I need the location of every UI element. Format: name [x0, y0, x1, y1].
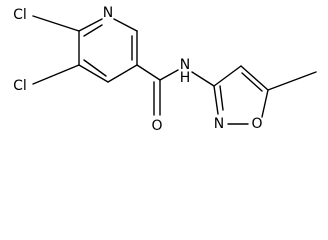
bond: [240, 65, 269, 91]
bond: [213, 85, 219, 115]
bond: [78, 18, 103, 32]
atom-label: O: [151, 118, 162, 134]
atom-label: N: [214, 116, 224, 132]
bond: [136, 64, 161, 81]
atom-label: Cl: [13, 78, 27, 94]
bond: [241, 72, 263, 92]
atom-label: N: [180, 57, 190, 73]
bonds: [32, 15, 317, 125]
atom-label: H: [180, 70, 191, 86]
atom-label: O: [251, 116, 262, 132]
bond: [213, 65, 242, 87]
bond: [113, 18, 138, 32]
bond: [32, 15, 80, 32]
bond: [219, 85, 224, 111]
atom-label: Cl: [13, 7, 27, 23]
atom-label: N: [103, 5, 113, 21]
bond: [83, 24, 103, 37]
bond: [78, 64, 109, 83]
bond: [83, 59, 107, 77]
molecule-diagram: Cl Cl N O N H N O: [13, 5, 317, 134]
bond: [261, 89, 269, 118]
bond: [191, 71, 215, 87]
bond: [159, 69, 179, 81]
bond: [107, 64, 138, 83]
bond: [32, 64, 80, 85]
bond: [267, 71, 317, 91]
